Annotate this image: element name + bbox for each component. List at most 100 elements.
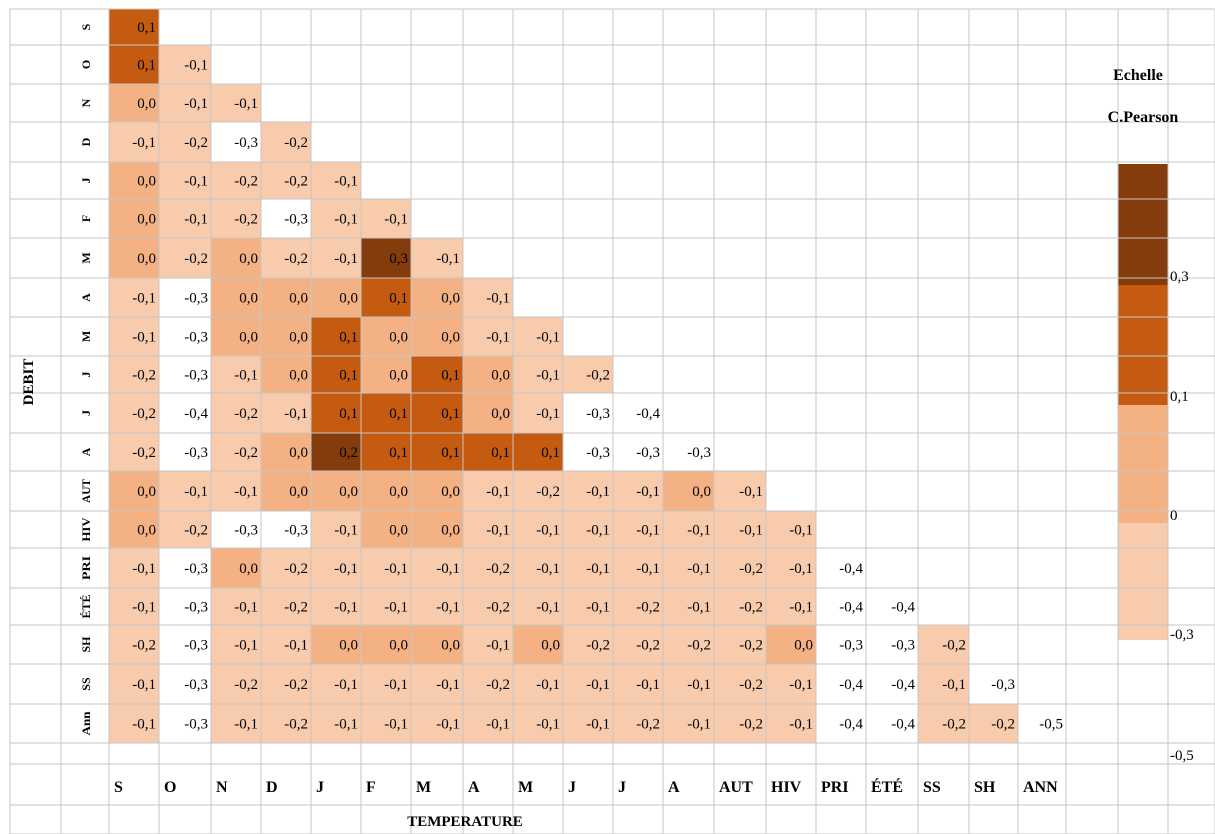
heatmap-cell (663, 511, 714, 548)
cell-value: -0,2 (586, 368, 610, 384)
cell-value: 0,0 (491, 406, 510, 422)
cell-value: -0,2 (636, 600, 660, 616)
heatmap-cell (311, 317, 361, 356)
cell-value: -0,2 (536, 484, 560, 500)
cell-value: -0,2 (284, 717, 308, 733)
heatmap-cell (211, 704, 261, 743)
cell-value: -0,1 (436, 561, 460, 577)
heatmap-cell (766, 704, 816, 743)
heatmap-cell (714, 664, 766, 704)
heatmap-cell (109, 84, 159, 122)
heatmap-cell (463, 664, 513, 704)
cell-value: 0,0 (239, 561, 258, 577)
cell-value: 0,1 (339, 406, 358, 422)
heatmap-cell (211, 625, 261, 664)
row-label: F (79, 215, 93, 222)
heatmap-cell (563, 625, 613, 664)
heatmap-cell (311, 278, 361, 317)
scale-label: -0,5 (1170, 748, 1194, 764)
row-label: SH (79, 636, 93, 653)
cell-value: -0,1 (384, 600, 408, 616)
cell-value: -0,4 (839, 677, 863, 693)
cell-value: -0,1 (536, 406, 560, 422)
debit-row-labels: S O N D J F M A M J J A AUT HIV PRI ÉTÉ SH SS Ann (79, 23, 93, 735)
heatmap-cell (311, 704, 361, 743)
cell-value: -0,2 (234, 174, 258, 190)
cell-value: -0,2 (636, 717, 660, 733)
cell-value: -0,3 (184, 445, 208, 461)
cell-value: -0,3 (184, 291, 208, 307)
cell-value: -0,1 (132, 330, 156, 346)
cell-value: -0,1 (486, 717, 510, 733)
cell-value: -0,2 (284, 677, 308, 693)
heatmap-cell (513, 433, 563, 471)
cell-value: -0,1 (687, 561, 711, 577)
heatmap-cell (361, 471, 411, 511)
cell-value: 0,0 (441, 291, 460, 307)
heatmap-cell (109, 238, 159, 278)
heatmap-cell (261, 433, 311, 471)
cell-value: -0,1 (586, 600, 610, 616)
heatmap-cell (311, 625, 361, 664)
row-label: SS (79, 677, 93, 691)
heatmap-cell (109, 278, 159, 317)
cell-value: -0,1 (789, 677, 813, 693)
cell-value: -0,1 (789, 561, 813, 577)
cell-value: -0,1 (334, 717, 358, 733)
cell-value: -0,1 (586, 523, 610, 539)
cell-value: 0,1 (491, 445, 510, 461)
cell-value: 0,1 (137, 58, 156, 74)
heatmap-cell (311, 664, 361, 704)
cell-value: -0,1 (687, 677, 711, 693)
scale-label: 0 (1170, 508, 1178, 524)
row-label: J (79, 410, 93, 416)
scale-label: -0,3 (1170, 627, 1194, 643)
column-label: J (316, 779, 324, 796)
column-label: J (618, 779, 626, 796)
cell-value: -0,2 (284, 174, 308, 190)
heatmap-cell (311, 588, 361, 625)
heatmap-cell (513, 356, 563, 393)
cell-value: -0,2 (739, 638, 763, 654)
heatmap-cell (918, 704, 969, 743)
cell-value: -0,1 (536, 561, 560, 577)
column-label: SH (974, 779, 996, 796)
heatmap-cell (766, 511, 816, 548)
heatmap-cell (261, 625, 311, 664)
cell-value: -0,1 (687, 600, 711, 616)
heatmap-cell (513, 664, 563, 704)
heatmap-cell (211, 356, 261, 393)
cell-value: -0,2 (586, 638, 610, 654)
column-label: S (114, 779, 123, 796)
cell-value: -0,1 (536, 600, 560, 616)
heatmap-cell (714, 511, 766, 548)
heatmap-cell (563, 511, 613, 548)
cell-value: 0,1 (339, 330, 358, 346)
column-label: J (568, 779, 576, 796)
heatmap-cell (663, 625, 714, 664)
column-label: D (266, 779, 278, 796)
cell-value: 0,0 (339, 484, 358, 500)
heatmap-cell (411, 471, 463, 511)
cell-value: -0,1 (284, 406, 308, 422)
cell-value: -0,1 (789, 717, 813, 733)
cell-value: 0,0 (389, 330, 408, 346)
cell-value: -0,1 (536, 677, 560, 693)
cell-value: -0,2 (132, 638, 156, 654)
heatmap-cell (159, 471, 211, 511)
cell-value: -0,1 (132, 561, 156, 577)
cell-value: 0,1 (541, 445, 560, 461)
cell-value: -0,3 (586, 445, 610, 461)
heatmap-cell (463, 511, 513, 548)
heatmap-cell (361, 588, 411, 625)
cell-value: 0,1 (339, 368, 358, 384)
row-label: S (79, 23, 93, 30)
cell-value: -0,3 (284, 212, 308, 228)
heatmap-cell (311, 356, 361, 393)
cell-value: 0,0 (137, 212, 156, 228)
heatmap-cell (463, 317, 513, 356)
heatmap-cell (463, 471, 513, 511)
cell-value: -0,1 (436, 251, 460, 267)
cell-value: 0,1 (441, 406, 460, 422)
cell-value: -0,4 (839, 561, 863, 577)
